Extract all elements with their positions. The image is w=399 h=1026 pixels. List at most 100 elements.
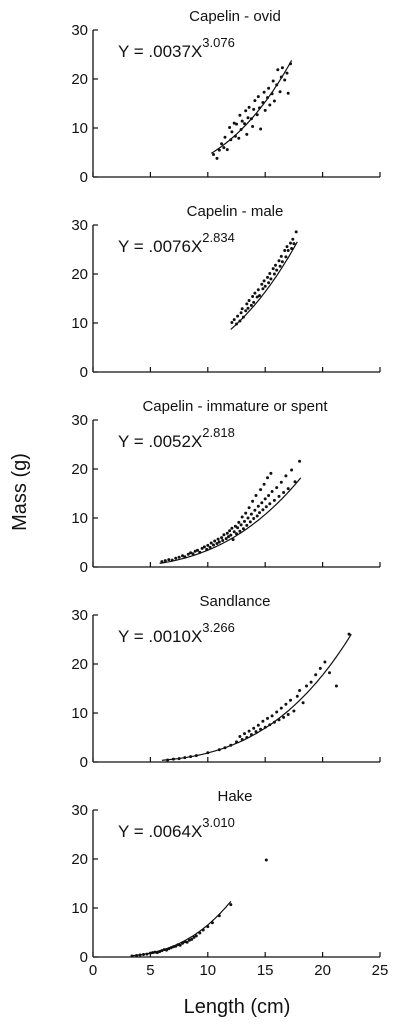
data-point [217, 748, 221, 752]
data-point [292, 242, 296, 246]
data-point [155, 951, 159, 955]
data-point [245, 736, 249, 739]
x-tick-label: 5 [146, 962, 154, 979]
data-point [243, 122, 246, 126]
data-point [251, 125, 255, 128]
data-point [238, 735, 242, 738]
data-point [258, 106, 261, 110]
data-point [174, 556, 178, 560]
data-point [266, 96, 269, 100]
x-tick-label: 20 [314, 962, 331, 979]
fit-equation-coef: .0037X [148, 42, 202, 61]
data-point [270, 490, 274, 493]
data-point [286, 249, 290, 252]
data-point [205, 547, 209, 551]
data-point [244, 511, 248, 515]
data-point [263, 497, 267, 501]
panel-title: Capelin - immature or spent [142, 398, 328, 415]
panel: Sandlance 0 10 20 30 Y = .0010X3.266 [71, 593, 381, 771]
fit-equation-exponent: 3.076 [202, 35, 235, 50]
y-tick-label: 0 [80, 559, 88, 576]
data-point [235, 740, 238, 744]
data-point [239, 523, 243, 527]
data-point [221, 539, 225, 542]
fit-curve [159, 477, 302, 564]
data-point [220, 536, 224, 540]
data-point [262, 482, 266, 486]
x-tick-label: 25 [372, 962, 389, 979]
data-point [216, 537, 220, 541]
data-point [263, 108, 267, 112]
data-point [165, 948, 168, 952]
data-point [206, 751, 210, 755]
data-point [258, 294, 261, 298]
data-point [244, 109, 248, 113]
fit-equation: Y = .0052X2.818 [118, 425, 235, 451]
data-point [171, 945, 175, 949]
data-point [279, 706, 283, 710]
data-point [256, 288, 260, 292]
data-point [283, 249, 287, 252]
data-point [269, 277, 273, 281]
data-point [229, 743, 233, 747]
data-point [276, 68, 280, 72]
data-point [266, 716, 269, 720]
data-point [240, 119, 244, 123]
x-tick-label: 10 [199, 962, 216, 979]
data-point [225, 148, 229, 152]
fit-equation: Y = .0064X3.010 [118, 815, 235, 841]
data-point [260, 501, 264, 505]
y-tick-label: 30 [71, 22, 88, 39]
data-point [261, 287, 265, 291]
data-point [225, 531, 229, 535]
y-tick-label: 10 [71, 900, 88, 917]
fit-curve [130, 901, 232, 957]
data-point [255, 113, 259, 117]
y-tick-label: 30 [71, 412, 88, 429]
data-point [241, 315, 245, 319]
data-point [189, 755, 193, 759]
fit-equation-lhs: Y = [118, 42, 148, 61]
data-point [233, 134, 237, 138]
data-point [178, 943, 182, 947]
data-point [171, 757, 175, 761]
data-point [193, 549, 197, 553]
data-point [323, 660, 327, 664]
data-point [209, 541, 213, 545]
data-point [267, 86, 271, 90]
panel-title: Capelin - male [187, 203, 284, 220]
data-point [285, 245, 289, 249]
y-tick-label: 20 [71, 656, 88, 673]
data-point [270, 92, 274, 96]
data-point [213, 539, 217, 543]
data-point [292, 709, 296, 713]
data-point [232, 318, 236, 322]
x-tick-label: 0 [89, 962, 97, 979]
data-point [244, 309, 248, 313]
data-point [232, 121, 236, 125]
data-point [251, 499, 255, 503]
data-point [268, 272, 272, 275]
data-point [290, 468, 294, 472]
data-point [245, 523, 249, 527]
data-point [251, 295, 255, 298]
data-point [314, 673, 318, 677]
data-point [239, 311, 243, 315]
data-point [198, 550, 202, 554]
panel: Capelin - ovid 0 10 20 30 Y = .0037X3.076 [71, 8, 381, 186]
data-point [222, 533, 226, 537]
y-tick-label: 20 [71, 71, 88, 88]
data-point [160, 560, 164, 564]
data-point [293, 480, 297, 484]
data-point [240, 515, 244, 519]
data-point [298, 689, 302, 692]
data-point [230, 130, 234, 134]
data-point [264, 505, 268, 509]
data-point [261, 719, 265, 723]
data-point [284, 474, 288, 478]
fit-equation-lhs: Y = [118, 822, 148, 841]
y-tick-label: 30 [71, 607, 88, 624]
data-point [272, 99, 276, 103]
data-point [305, 684, 308, 688]
data-point [210, 921, 214, 925]
